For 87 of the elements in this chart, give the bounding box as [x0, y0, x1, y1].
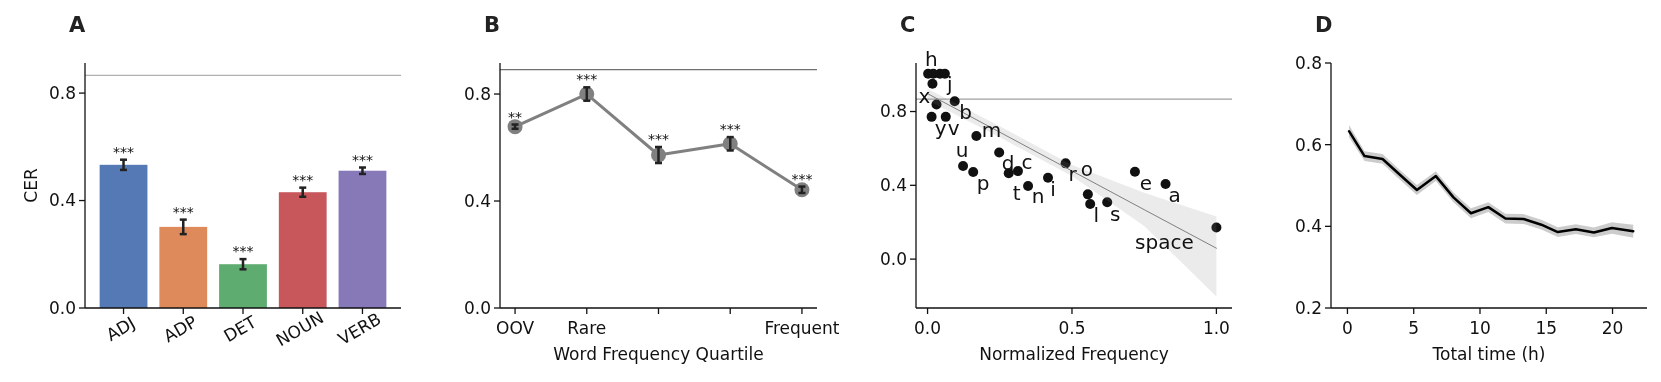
point [926, 111, 937, 122]
annotation: y [934, 115, 947, 140]
bar [219, 264, 267, 308]
y-tick-label: 0.8 [48, 83, 76, 104]
annotation: *** [172, 203, 194, 220]
y-tick-label: 0.8 [463, 83, 491, 104]
x-tick-label: 0 [1342, 318, 1353, 338]
annotation: *** [232, 243, 254, 260]
annotation: space [1135, 229, 1194, 254]
annotation: c [1021, 150, 1033, 175]
x-tick-label: ADP [160, 311, 201, 347]
annotation: u [955, 137, 969, 162]
x-tick-label: 0.5 [1058, 318, 1086, 338]
x-tick-label: DET [220, 311, 261, 347]
annotation: m [981, 118, 1002, 143]
x-tick-label: OOV [496, 318, 535, 338]
annotation: d [1001, 151, 1015, 176]
point [971, 131, 982, 142]
chart-title: A [69, 13, 86, 37]
annotation: i [1050, 176, 1056, 201]
bar [278, 192, 327, 308]
chart-title: D [1315, 13, 1333, 37]
annotation: b [959, 100, 973, 125]
annotation: *** [292, 171, 314, 188]
chart-title: C [900, 13, 916, 37]
chart-title: B [484, 13, 501, 37]
x-axis-title: Normalized Frequency [979, 344, 1169, 364]
annotation: t [1012, 181, 1021, 206]
point [1211, 222, 1222, 233]
y-tick-label: 0.6 [1294, 134, 1322, 155]
point [1160, 179, 1171, 190]
point [1043, 172, 1053, 183]
annotation: s [1110, 202, 1121, 227]
annotation: a [1168, 183, 1181, 208]
x-axis-title: Total time (h) [1431, 344, 1546, 364]
annotation: j [946, 71, 953, 96]
bar [159, 226, 208, 308]
annotation: *** [648, 130, 669, 147]
point [994, 147, 1005, 158]
point [949, 96, 960, 107]
annotation: *** [719, 121, 741, 138]
point [1082, 189, 1093, 200]
x-axis-title: Word Frequency Quartile [553, 344, 764, 364]
bar [338, 170, 387, 308]
annotation: ** [508, 108, 523, 125]
y-tick-label: 0.4 [463, 190, 491, 211]
point [927, 78, 938, 89]
x-tick-label: 20 [1601, 318, 1624, 338]
annotation: v [947, 115, 960, 140]
point [968, 167, 979, 178]
annotation: n [1031, 184, 1045, 209]
point [1012, 166, 1023, 177]
annotation: p [976, 171, 990, 196]
x-tick-label: 5 [1408, 318, 1420, 338]
annotation: *** [351, 151, 373, 168]
x-tick-label: 10 [1469, 318, 1491, 338]
annotation: l [1093, 202, 1099, 227]
y-tick-label: 0.0 [879, 249, 907, 270]
y-axis-title: CER [21, 168, 41, 203]
y-tick-label: 0.4 [1294, 216, 1322, 237]
y-tick-label: 0.4 [879, 175, 907, 196]
annotation: e [1139, 170, 1153, 195]
point [958, 160, 969, 171]
point [1085, 198, 1096, 209]
annotation: x [918, 83, 931, 108]
point [1129, 166, 1140, 177]
y-tick-label: 0.2 [1294, 297, 1322, 318]
point [931, 99, 942, 110]
x-tick-label: Frequent [764, 318, 840, 338]
point [1023, 181, 1034, 192]
x-tick-label: 15 [1535, 318, 1558, 338]
x-tick-label: ADJ [102, 312, 139, 345]
x-tick-label: 0.0 [914, 318, 942, 338]
bar [99, 164, 148, 308]
annotation: r [1068, 162, 1078, 187]
annotation: *** [576, 71, 598, 88]
x-tick-label: Rare [567, 318, 607, 338]
annotation: o [1080, 157, 1093, 182]
point [940, 111, 951, 122]
annotation: *** [791, 170, 813, 187]
annotation: h [924, 46, 938, 71]
x-tick-label: 1.0 [1202, 318, 1230, 338]
point [1102, 197, 1113, 208]
y-tick-label: 0.4 [48, 190, 76, 211]
y-tick-label: 0.8 [879, 101, 907, 122]
y-tick-label: 0.8 [1294, 52, 1322, 73]
annotation: *** [113, 143, 135, 160]
